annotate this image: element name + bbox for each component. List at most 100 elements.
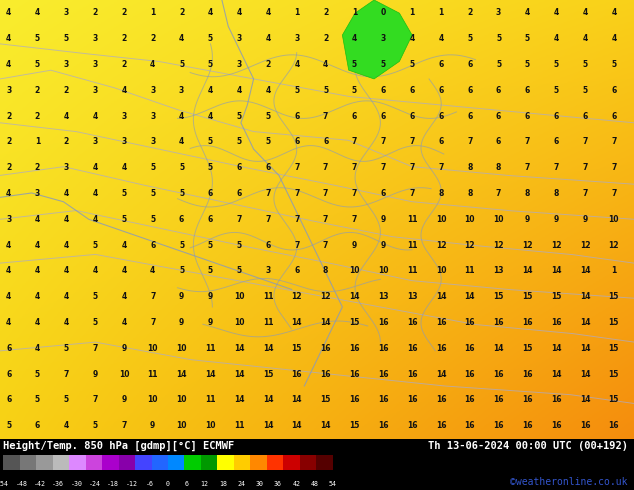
Text: 4: 4: [35, 318, 40, 327]
Text: 5: 5: [496, 34, 501, 43]
Text: 3: 3: [179, 86, 184, 95]
Text: 6: 6: [438, 137, 444, 147]
Text: 14: 14: [551, 344, 562, 353]
Text: 10: 10: [465, 215, 475, 224]
Text: 16: 16: [493, 369, 504, 379]
Text: 7: 7: [582, 189, 588, 198]
Text: 4: 4: [6, 267, 11, 275]
Text: 7: 7: [323, 163, 328, 172]
Text: 5: 5: [294, 86, 299, 95]
Text: 9: 9: [208, 292, 213, 301]
Text: 6: 6: [352, 112, 357, 121]
Text: 7: 7: [323, 241, 328, 249]
Text: 16: 16: [493, 318, 504, 327]
Text: 6: 6: [467, 86, 472, 95]
Text: 16: 16: [493, 421, 504, 430]
Text: 2: 2: [179, 8, 184, 18]
Text: 4: 4: [121, 267, 127, 275]
Text: 15: 15: [609, 292, 619, 301]
Text: 11: 11: [262, 292, 273, 301]
Bar: [119, 455, 135, 470]
Text: 16: 16: [378, 369, 389, 379]
Text: 16: 16: [465, 318, 475, 327]
Text: 4: 4: [93, 163, 98, 172]
Text: 4: 4: [63, 267, 69, 275]
Text: 6: 6: [525, 86, 530, 95]
Text: 6: 6: [496, 137, 501, 147]
Text: 7: 7: [236, 215, 242, 224]
Text: 6: 6: [294, 112, 299, 121]
Text: 4: 4: [121, 318, 127, 327]
Text: 10: 10: [609, 215, 619, 224]
Text: 1: 1: [410, 8, 415, 18]
Text: 6: 6: [467, 60, 472, 69]
Text: 4: 4: [583, 34, 588, 43]
Text: 3: 3: [150, 137, 155, 147]
Text: 7: 7: [121, 421, 127, 430]
Text: 4: 4: [35, 344, 40, 353]
Text: 5: 5: [525, 34, 530, 43]
Text: 16: 16: [436, 318, 446, 327]
Text: 5: 5: [179, 60, 184, 69]
Bar: [168, 455, 184, 470]
Text: 4: 4: [179, 34, 184, 43]
Text: 4: 4: [150, 267, 155, 275]
Text: 5: 5: [64, 34, 69, 43]
Text: 7: 7: [410, 163, 415, 172]
Text: 15: 15: [493, 292, 504, 301]
Text: 5: 5: [553, 60, 559, 69]
Bar: [217, 455, 234, 470]
Text: 9: 9: [352, 241, 357, 249]
Text: 1: 1: [438, 8, 444, 18]
Text: 7: 7: [582, 137, 588, 147]
Text: 5: 5: [236, 267, 242, 275]
Text: 16: 16: [522, 421, 533, 430]
Text: 5: 5: [208, 137, 213, 147]
Text: 14: 14: [262, 395, 273, 404]
Text: 6: 6: [553, 112, 559, 121]
Text: 4: 4: [63, 189, 69, 198]
Text: 16: 16: [551, 421, 562, 430]
Text: 4: 4: [35, 241, 40, 249]
Text: 9: 9: [525, 215, 530, 224]
Text: 13: 13: [407, 292, 417, 301]
Text: 14: 14: [234, 369, 245, 379]
Text: 2: 2: [121, 60, 127, 69]
Text: 3: 3: [380, 34, 386, 43]
Text: 11: 11: [262, 318, 273, 327]
Text: 14: 14: [234, 395, 245, 404]
Text: 3: 3: [93, 137, 98, 147]
Text: 9: 9: [208, 318, 213, 327]
Text: 8: 8: [553, 189, 559, 198]
Text: 4: 4: [410, 34, 415, 43]
Bar: [3, 455, 20, 470]
Text: 14: 14: [320, 421, 331, 430]
Text: 6: 6: [467, 112, 472, 121]
Text: 6: 6: [438, 86, 444, 95]
Text: 1: 1: [150, 8, 155, 18]
Text: 7: 7: [294, 215, 299, 224]
Text: 30: 30: [256, 481, 264, 488]
Text: 5: 5: [236, 112, 242, 121]
Text: 15: 15: [292, 344, 302, 353]
Text: 2: 2: [6, 163, 11, 172]
Text: 6: 6: [236, 163, 242, 172]
Text: 5: 5: [35, 60, 40, 69]
Text: 5: 5: [583, 86, 588, 95]
Text: 7: 7: [323, 112, 328, 121]
Text: 11: 11: [205, 344, 216, 353]
Text: 16: 16: [320, 344, 331, 353]
Text: 2: 2: [35, 86, 40, 95]
Text: ©weatheronline.co.uk: ©weatheronline.co.uk: [510, 477, 628, 487]
Text: 16: 16: [551, 318, 562, 327]
Text: 12: 12: [609, 241, 619, 249]
Text: 54: 54: [329, 481, 337, 488]
Text: 7: 7: [352, 137, 357, 147]
Text: 4: 4: [63, 318, 69, 327]
Text: 7: 7: [323, 215, 328, 224]
Text: 6: 6: [6, 344, 11, 353]
Text: 9: 9: [583, 215, 588, 224]
Text: 4: 4: [93, 189, 98, 198]
Text: 5: 5: [93, 241, 98, 249]
Text: 16: 16: [407, 344, 417, 353]
